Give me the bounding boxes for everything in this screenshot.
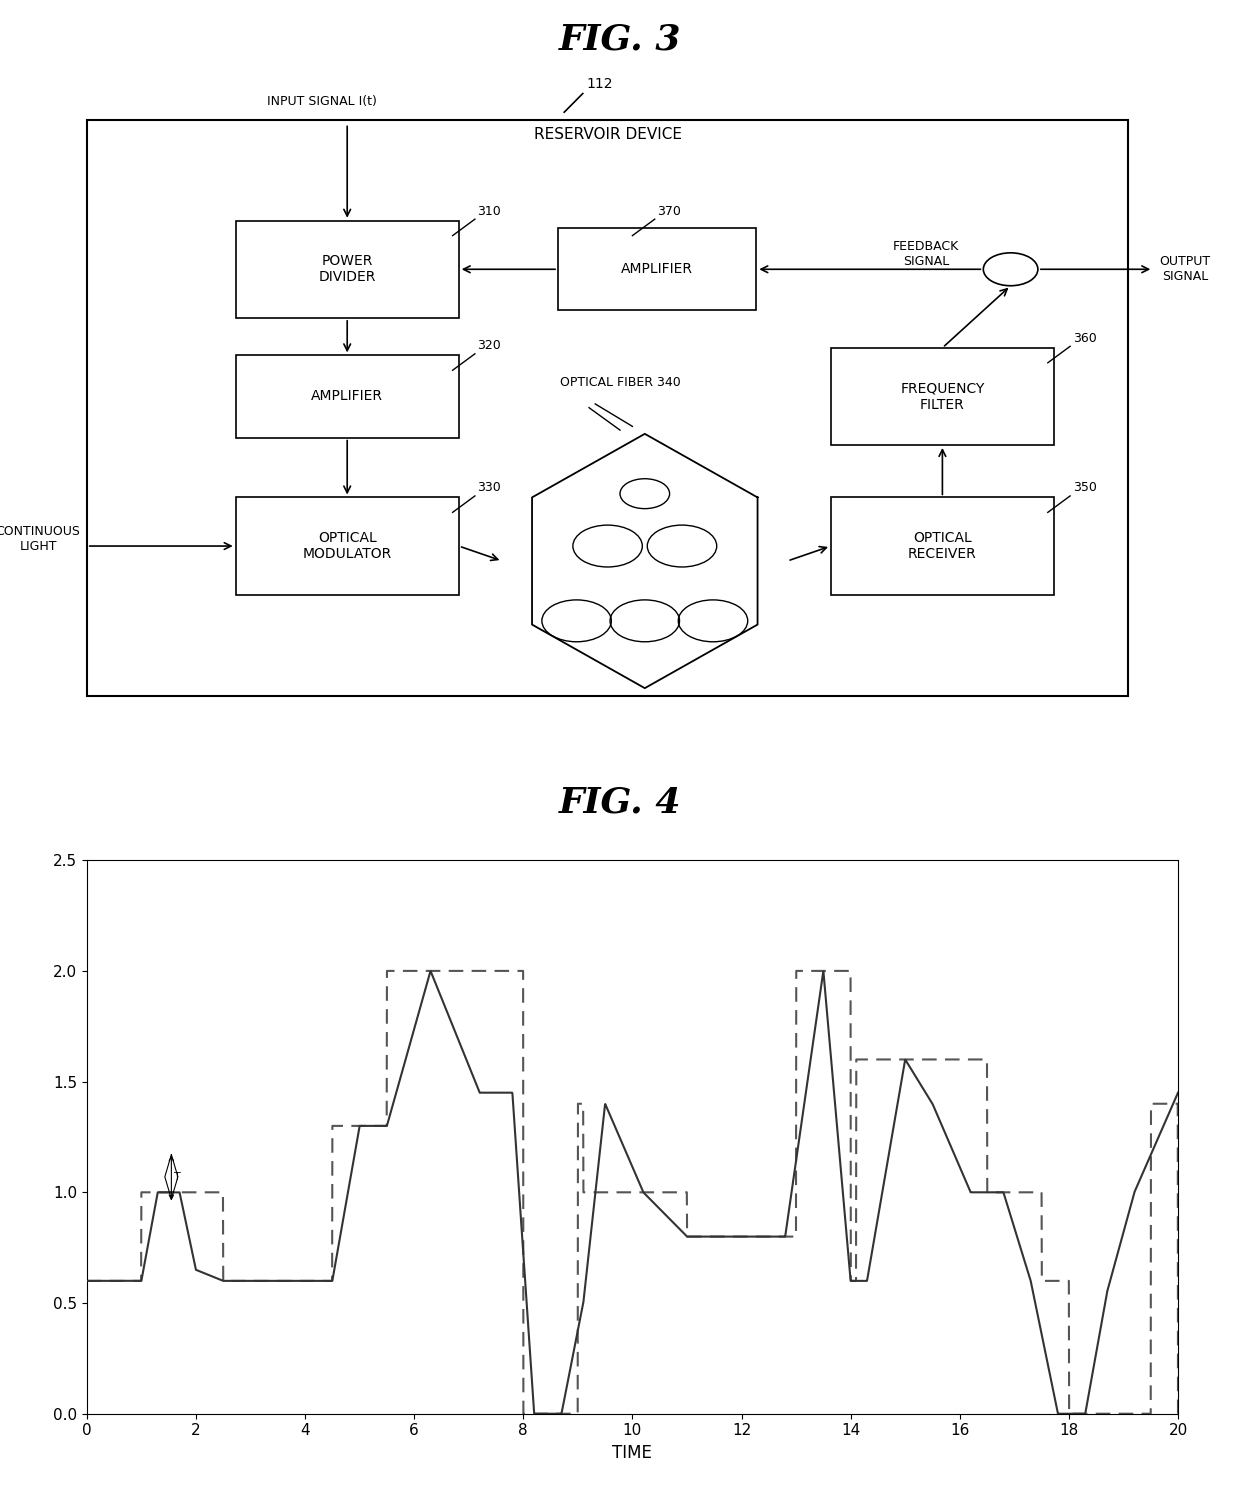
Text: 112: 112 <box>587 78 613 91</box>
Text: FIG. 3: FIG. 3 <box>559 22 681 57</box>
Text: POWER
DIVIDER: POWER DIVIDER <box>319 254 376 284</box>
Circle shape <box>983 253 1038 286</box>
FancyBboxPatch shape <box>831 349 1054 446</box>
Text: CONTINUOUS
LIGHT: CONTINUOUS LIGHT <box>0 525 81 552</box>
Text: FEEDBACK
SIGNAL: FEEDBACK SIGNAL <box>893 241 959 268</box>
Text: AMPLIFIER: AMPLIFIER <box>311 389 383 404</box>
Text: OUTPUT
SIGNAL: OUTPUT SIGNAL <box>1159 256 1210 283</box>
Text: 350: 350 <box>1073 482 1096 494</box>
Text: OPTICAL FIBER 340: OPTICAL FIBER 340 <box>559 375 681 389</box>
X-axis label: TIME: TIME <box>613 1444 652 1462</box>
Text: OPTICAL
RECEIVER: OPTICAL RECEIVER <box>908 531 977 561</box>
Text: 320: 320 <box>477 340 501 353</box>
FancyBboxPatch shape <box>236 356 459 437</box>
Text: T: T <box>174 1171 181 1182</box>
Text: INPUT SIGNAL I(t): INPUT SIGNAL I(t) <box>268 96 377 109</box>
FancyBboxPatch shape <box>558 227 756 311</box>
FancyBboxPatch shape <box>87 120 1128 696</box>
Text: 370: 370 <box>657 205 681 217</box>
Text: 360: 360 <box>1073 332 1096 346</box>
Text: RESERVOIR DEVICE: RESERVOIR DEVICE <box>533 127 682 142</box>
Text: FIG. 4: FIG. 4 <box>559 785 681 820</box>
Text: 310: 310 <box>477 205 501 217</box>
FancyBboxPatch shape <box>831 497 1054 594</box>
FancyBboxPatch shape <box>236 497 459 594</box>
Text: FREQUENCY
FILTER: FREQUENCY FILTER <box>900 381 985 411</box>
Text: OPTICAL
MODULATOR: OPTICAL MODULATOR <box>303 531 392 561</box>
FancyBboxPatch shape <box>236 221 459 319</box>
Text: AMPLIFIER: AMPLIFIER <box>621 262 693 277</box>
Text: 330: 330 <box>477 482 501 494</box>
